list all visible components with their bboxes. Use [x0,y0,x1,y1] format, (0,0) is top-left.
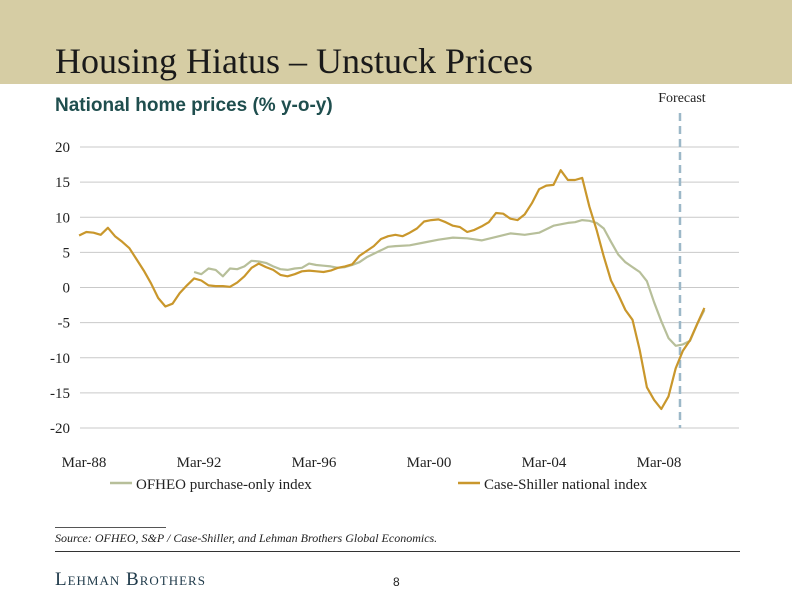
slide-title: Housing Hiatus – Unstuck Prices [55,41,533,81]
y-tick-label: -15 [50,386,70,402]
y-tick-label: -20 [50,421,70,437]
y-tick-label: 0 [63,281,71,297]
y-tick-label: 10 [55,210,70,226]
x-tick-label: Mar-92 [177,455,222,471]
source-rule [55,527,166,528]
footer-rule [55,551,740,552]
page-number: 8 [393,575,400,589]
legend-label: Case-Shiller national index [484,477,648,493]
series-line-1 [193,219,706,347]
x-tick-label: Mar-00 [407,455,452,471]
x-tick-label: Mar-96 [292,455,337,471]
chart-subtitle: National home prices (% y-o-y) [55,95,333,116]
y-tick-label: 5 [63,245,71,261]
forecast-label: Forecast [658,91,706,106]
title-banner [0,0,792,84]
source-note: Source: OFHEO, S&P / Case-Shiller, and L… [55,531,438,545]
y-tick-label: -10 [50,351,70,367]
series-line-2 [78,169,706,411]
y-tick-label: -5 [58,316,71,332]
x-tick-label: Mar-88 [62,455,107,471]
legend-label: OFHEO purchase-only index [136,477,312,493]
x-tick-label: Mar-04 [522,455,567,471]
lehman-brothers-logo: Lehman Brothers [55,569,206,590]
y-tick-label: 20 [55,140,70,156]
x-tick-label: Mar-08 [637,455,682,471]
y-tick-label: 15 [55,175,70,191]
